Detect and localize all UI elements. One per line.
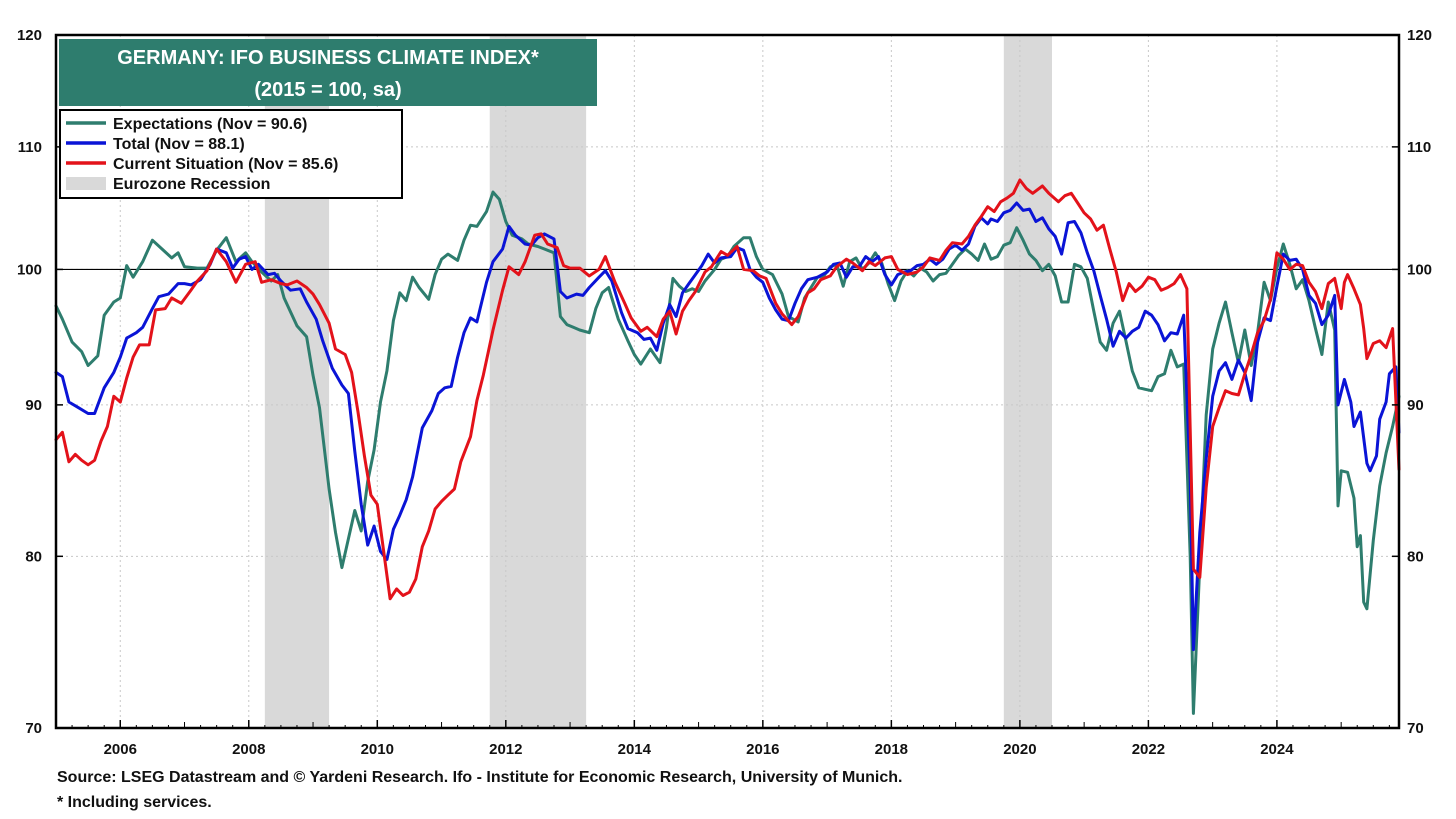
recession-band-2 (489, 35, 587, 728)
legend-label-recession: Eurozone Recession (113, 176, 270, 193)
legend-label-expectations: Expectations (Nov = 90.6) (113, 116, 307, 133)
y-tick-label-left: 90 (25, 397, 42, 414)
title-box: GERMANY: IFO BUSINESS CLIMATE INDEX* (20… (59, 39, 597, 106)
y-axis-ticks: 70 70 80 80 90 90 100 100 110 110 120 120 (17, 27, 1432, 737)
legend-box (59, 109, 403, 199)
series-line-current-situation (54, 178, 1401, 601)
legend-label-current-situation: Current Situation (Nov = 85.6) (113, 156, 338, 173)
y-tick-label-left: 100 (17, 261, 42, 278)
y-tick-label-right: 110 (1407, 139, 1431, 156)
y-tick-label-left: 110 (18, 139, 42, 156)
series-lines (54, 178, 1401, 715)
plot-frame (54, 33, 1401, 730)
y-tick-label-right: 80 (1407, 548, 1424, 565)
x-tick-label: 2016 (746, 741, 779, 758)
x-tick-label: 2010 (361, 741, 394, 758)
title-background (59, 39, 597, 106)
x-tick-label: 2008 (232, 741, 265, 758)
x-tick-label: 2006 (104, 741, 137, 758)
x-axis-ticks: 2006 2008 2010 2012 2014 2016 2018 2020 2022 2024 (55, 720, 1390, 758)
legend: Expectations (Nov = 90.6) Total (Nov = 8… (59, 109, 403, 199)
recession-band-3 (1003, 35, 1053, 728)
y-tick-label-right: 120 (1407, 27, 1432, 44)
y-tick-label-right: 90 (1407, 397, 1424, 414)
source-note: Source: LSEG Datastream and © Yardeni Re… (57, 769, 903, 786)
y-tick-label-right: 100 (1407, 261, 1432, 278)
chart-subtitle: (2015 = 100, sa) (254, 79, 401, 101)
y-tick-label-left: 70 (25, 720, 42, 737)
x-tick-label: 2018 (875, 741, 908, 758)
y-tick-label-left: 80 (25, 548, 42, 565)
y-tick-label-right: 70 (1407, 720, 1424, 737)
x-tick-label: 2024 (1260, 741, 1294, 758)
x-tick-label: 2014 (618, 741, 652, 758)
legend-swatch-recession (66, 177, 106, 190)
x-tick-label: 2012 (489, 741, 522, 758)
footnote: * Including services. (57, 794, 212, 811)
chart-title: GERMANY: IFO BUSINESS CLIMATE INDEX* (117, 47, 539, 69)
x-tick-label: 2020 (1003, 741, 1036, 758)
x-tick-label: 2022 (1132, 741, 1165, 758)
legend-label-total: Total (Nov = 88.1) (113, 136, 245, 153)
series-line-expectations (54, 190, 1401, 715)
series-line-total (54, 201, 1401, 652)
y-tick-label-left: 120 (17, 27, 42, 44)
